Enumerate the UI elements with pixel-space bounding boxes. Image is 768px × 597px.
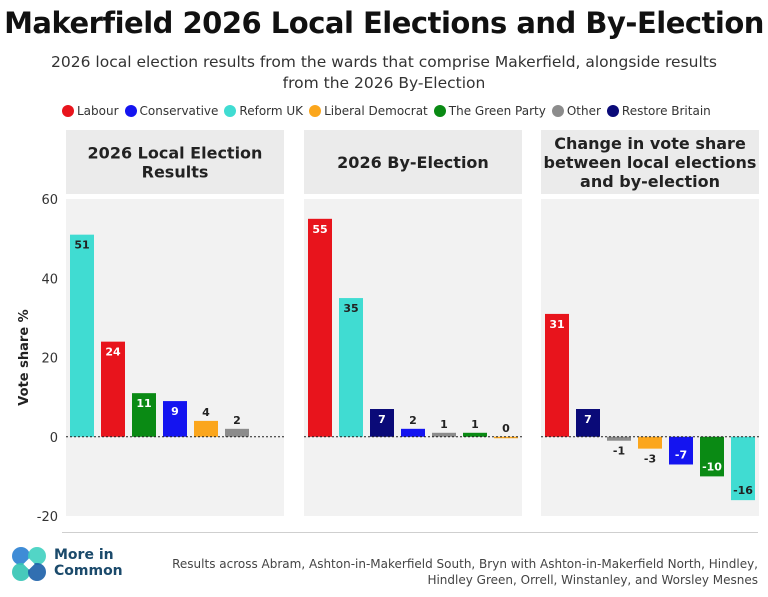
- y-tick-label: 20: [41, 352, 58, 367]
- panel-plot-area: [304, 199, 522, 516]
- legend-item: Restore Britain: [606, 104, 711, 118]
- legend-label: The Green Party: [448, 104, 546, 118]
- data-label: 11: [136, 397, 151, 410]
- data-label: 7: [378, 413, 386, 426]
- page-title: Makerfield 2026 Local Elections and By-E…: [4, 6, 764, 40]
- logo-line-1: More in: [54, 547, 114, 563]
- data-label: -7: [675, 448, 687, 461]
- data-label: 51: [74, 239, 89, 252]
- bar-labour: [545, 313, 569, 437]
- panel-header: [541, 130, 759, 194]
- bar-reform-uk: [339, 298, 363, 437]
- panel-title: 2026 Local Election: [88, 144, 263, 163]
- more-in-common-logo-icon: [12, 547, 46, 581]
- bar-other: [607, 436, 631, 441]
- legend-item: Labour: [62, 104, 119, 118]
- data-label: 24: [105, 346, 121, 359]
- panel-plot-area: [66, 199, 284, 516]
- panel-title: 2026 By-Election: [337, 153, 489, 172]
- data-label: -1: [613, 445, 625, 458]
- panel-title: Results: [142, 163, 209, 182]
- bar-reform-uk: [70, 234, 94, 437]
- data-label: 9: [171, 405, 179, 418]
- legend-item: The Green Party: [433, 104, 546, 118]
- panel-title: Change in vote share: [554, 134, 746, 153]
- legend-label: Restore Britain: [621, 104, 711, 118]
- logo-line-2: Common: [54, 563, 123, 579]
- legend-item: Reform UK: [224, 104, 303, 118]
- legend-label: Other: [566, 104, 601, 118]
- bar-conservative: [401, 428, 425, 437]
- bar-the-green-party: [463, 432, 487, 437]
- legend-item: Other: [551, 104, 601, 118]
- footer-divider: [62, 532, 758, 533]
- data-label: 35: [343, 302, 358, 315]
- bar-liberal-democrat: [638, 436, 662, 449]
- data-label: 2: [233, 414, 241, 427]
- panel-header: [304, 130, 522, 194]
- legend-swatch: [551, 105, 564, 117]
- panel-title: and by-election: [580, 172, 720, 191]
- legend-swatch: [224, 105, 237, 117]
- panel-header: [66, 130, 284, 194]
- bar-the-green-party: [132, 393, 156, 437]
- legend-swatch: [62, 105, 74, 117]
- bar-restore-britain: [370, 409, 394, 437]
- legend-label: Liberal Democrat: [324, 104, 428, 118]
- data-label: 7: [584, 413, 592, 426]
- bar-other: [225, 428, 249, 437]
- bar-restore-britain: [576, 409, 600, 437]
- data-label: 1: [471, 418, 479, 431]
- y-tick-label: -20: [37, 510, 58, 525]
- data-label: -3: [644, 453, 656, 466]
- bar-liberal-democrat: [494, 436, 518, 439]
- data-label: 0: [502, 422, 510, 435]
- bar-the-green-party: [700, 436, 724, 477]
- y-tick-label: 40: [41, 272, 58, 287]
- legend-item: Conservative: [124, 104, 219, 118]
- bar-labour: [308, 218, 332, 437]
- data-label: 31: [549, 318, 564, 331]
- bar-other: [432, 432, 456, 437]
- bar-conservative: [669, 436, 693, 465]
- y-tick-label: 0: [50, 431, 58, 446]
- data-label: -10: [702, 460, 722, 473]
- page-subtitle: 2026 local election results from the war…: [51, 53, 717, 92]
- data-label: 55: [312, 223, 327, 236]
- legend-item: Liberal Democrat: [309, 104, 428, 118]
- legend-label: Conservative: [139, 104, 219, 118]
- footnote: Results across Abram, Ashton-in-Makerfie…: [172, 557, 758, 587]
- panel-title: between local elections: [544, 153, 757, 172]
- panel-plot-area: [541, 199, 759, 516]
- data-label: 4: [202, 406, 210, 419]
- legend-swatch: [124, 105, 137, 117]
- data-label: -16: [733, 484, 753, 497]
- legend-swatch: [606, 105, 619, 117]
- legend-label: Reform UK: [239, 104, 304, 118]
- legend-swatch: [433, 105, 446, 117]
- legend-label: Labour: [77, 104, 119, 118]
- legend: Labour Conservative Reform UK Liberal Democ…: [62, 102, 711, 120]
- legend-swatch: [309, 105, 322, 117]
- bar-conservative: [163, 401, 187, 437]
- y-axis-label: Vote share %: [17, 309, 32, 405]
- data-label: 2: [409, 414, 417, 427]
- data-label: 1: [440, 418, 448, 431]
- bar-reform-uk: [731, 436, 755, 501]
- logo-text: More in Common: [54, 547, 123, 579]
- bar-liberal-democrat: [194, 420, 218, 437]
- bar-labour: [101, 341, 125, 437]
- y-tick-label: 60: [41, 193, 58, 208]
